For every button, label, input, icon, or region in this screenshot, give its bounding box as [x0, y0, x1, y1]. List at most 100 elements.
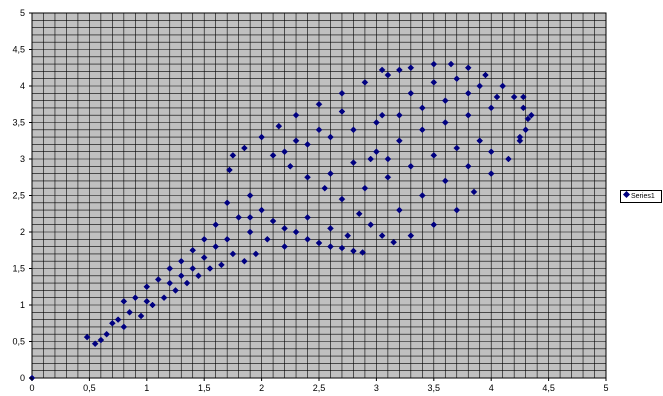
data-point [355, 210, 363, 218]
data-point [367, 221, 375, 229]
data-point [493, 93, 501, 101]
data-point [441, 177, 449, 185]
data-point [143, 283, 151, 291]
legend-marker-diamond [622, 191, 631, 199]
data-point [407, 64, 415, 72]
legend-series-label: Series1 [631, 193, 655, 200]
x-tick-label: 4,5 [542, 383, 555, 393]
data-point [137, 312, 145, 320]
y-tick-label: 2 [20, 227, 25, 237]
data-point [338, 195, 346, 203]
data-point [223, 199, 231, 207]
data-point [229, 250, 237, 258]
data-point [258, 206, 265, 214]
data-point [430, 151, 438, 159]
data-point [149, 301, 156, 309]
data-point [528, 111, 535, 119]
data-point [286, 162, 294, 170]
data-point [189, 246, 197, 254]
data-point [246, 214, 254, 221]
data-point [263, 235, 271, 243]
data-point [396, 111, 403, 119]
data-point [519, 104, 527, 112]
data-point [166, 279, 174, 287]
data-point [281, 148, 288, 156]
data-point [367, 155, 375, 163]
data-point [464, 64, 472, 72]
data-point [226, 166, 233, 174]
data-point [350, 247, 357, 255]
x-tick-label: 3 [374, 383, 379, 393]
data-point [418, 104, 426, 112]
y-tick-label: 5 [20, 8, 25, 18]
data-point [103, 330, 110, 338]
data-point [510, 93, 518, 101]
data-point [292, 228, 300, 236]
data-point [252, 250, 260, 258]
data-point [418, 126, 426, 134]
data-point [453, 206, 461, 214]
data-point [441, 97, 449, 104]
data-point [384, 173, 392, 181]
x-tick-label: 0 [29, 383, 34, 393]
data-point [487, 104, 495, 112]
data-point [476, 137, 484, 145]
data-point [120, 323, 128, 331]
x-tick-label: 4 [489, 383, 494, 393]
data-point [378, 111, 386, 119]
y-tick-label: 1 [20, 300, 25, 310]
data-point [464, 111, 472, 119]
data-point [407, 232, 415, 240]
data-point [212, 221, 220, 229]
data-point [378, 66, 386, 74]
data-point [241, 257, 248, 265]
data-point [91, 340, 99, 348]
data-point [482, 71, 489, 79]
data-point [131, 294, 139, 302]
gridlines [31, 12, 607, 379]
data-point [183, 279, 191, 287]
data-point [114, 316, 122, 323]
x-axis-tick-labels: 0 0,5 1 1,5 2 2,5 3 3,5 4 4,5 5 [29, 378, 609, 393]
data-point [304, 235, 311, 243]
data-point [373, 148, 380, 156]
data-point [407, 89, 415, 97]
data-point [212, 243, 220, 250]
data-point [327, 133, 334, 141]
data-point [281, 224, 288, 232]
data-point [292, 111, 300, 119]
data-point [83, 333, 91, 341]
data-point [441, 119, 449, 126]
data-point [470, 188, 478, 196]
data-point [476, 82, 484, 90]
data-point [378, 232, 386, 240]
data-point [487, 170, 495, 177]
data-point [430, 221, 438, 229]
data-point [109, 319, 116, 327]
data-point [172, 287, 179, 294]
data-point [384, 155, 392, 163]
data-point [361, 78, 369, 86]
data-point [166, 265, 174, 272]
data-point [315, 126, 323, 134]
data-point [430, 60, 438, 68]
data-point [97, 336, 105, 344]
data-point [327, 224, 334, 232]
x-tick-label: 0,5 [83, 383, 96, 393]
data-point [223, 235, 231, 243]
data-point [453, 75, 461, 83]
data-point [361, 184, 369, 192]
y-axis-tick-labels: 0 0,5 1 1,5 2 2,5 3 3,5 4 4,5 5 [12, 8, 32, 383]
data-point [338, 244, 346, 252]
data-point [516, 137, 524, 145]
y-tick-label: 3 [20, 154, 25, 164]
data-point [327, 243, 334, 250]
x-tick-label: 2 [259, 383, 264, 393]
data-point [418, 192, 426, 199]
data-point [200, 235, 208, 243]
y-tick-label: 1,5 [12, 264, 25, 274]
data-point [143, 297, 151, 305]
data-point [281, 243, 288, 250]
data-point [235, 214, 242, 221]
